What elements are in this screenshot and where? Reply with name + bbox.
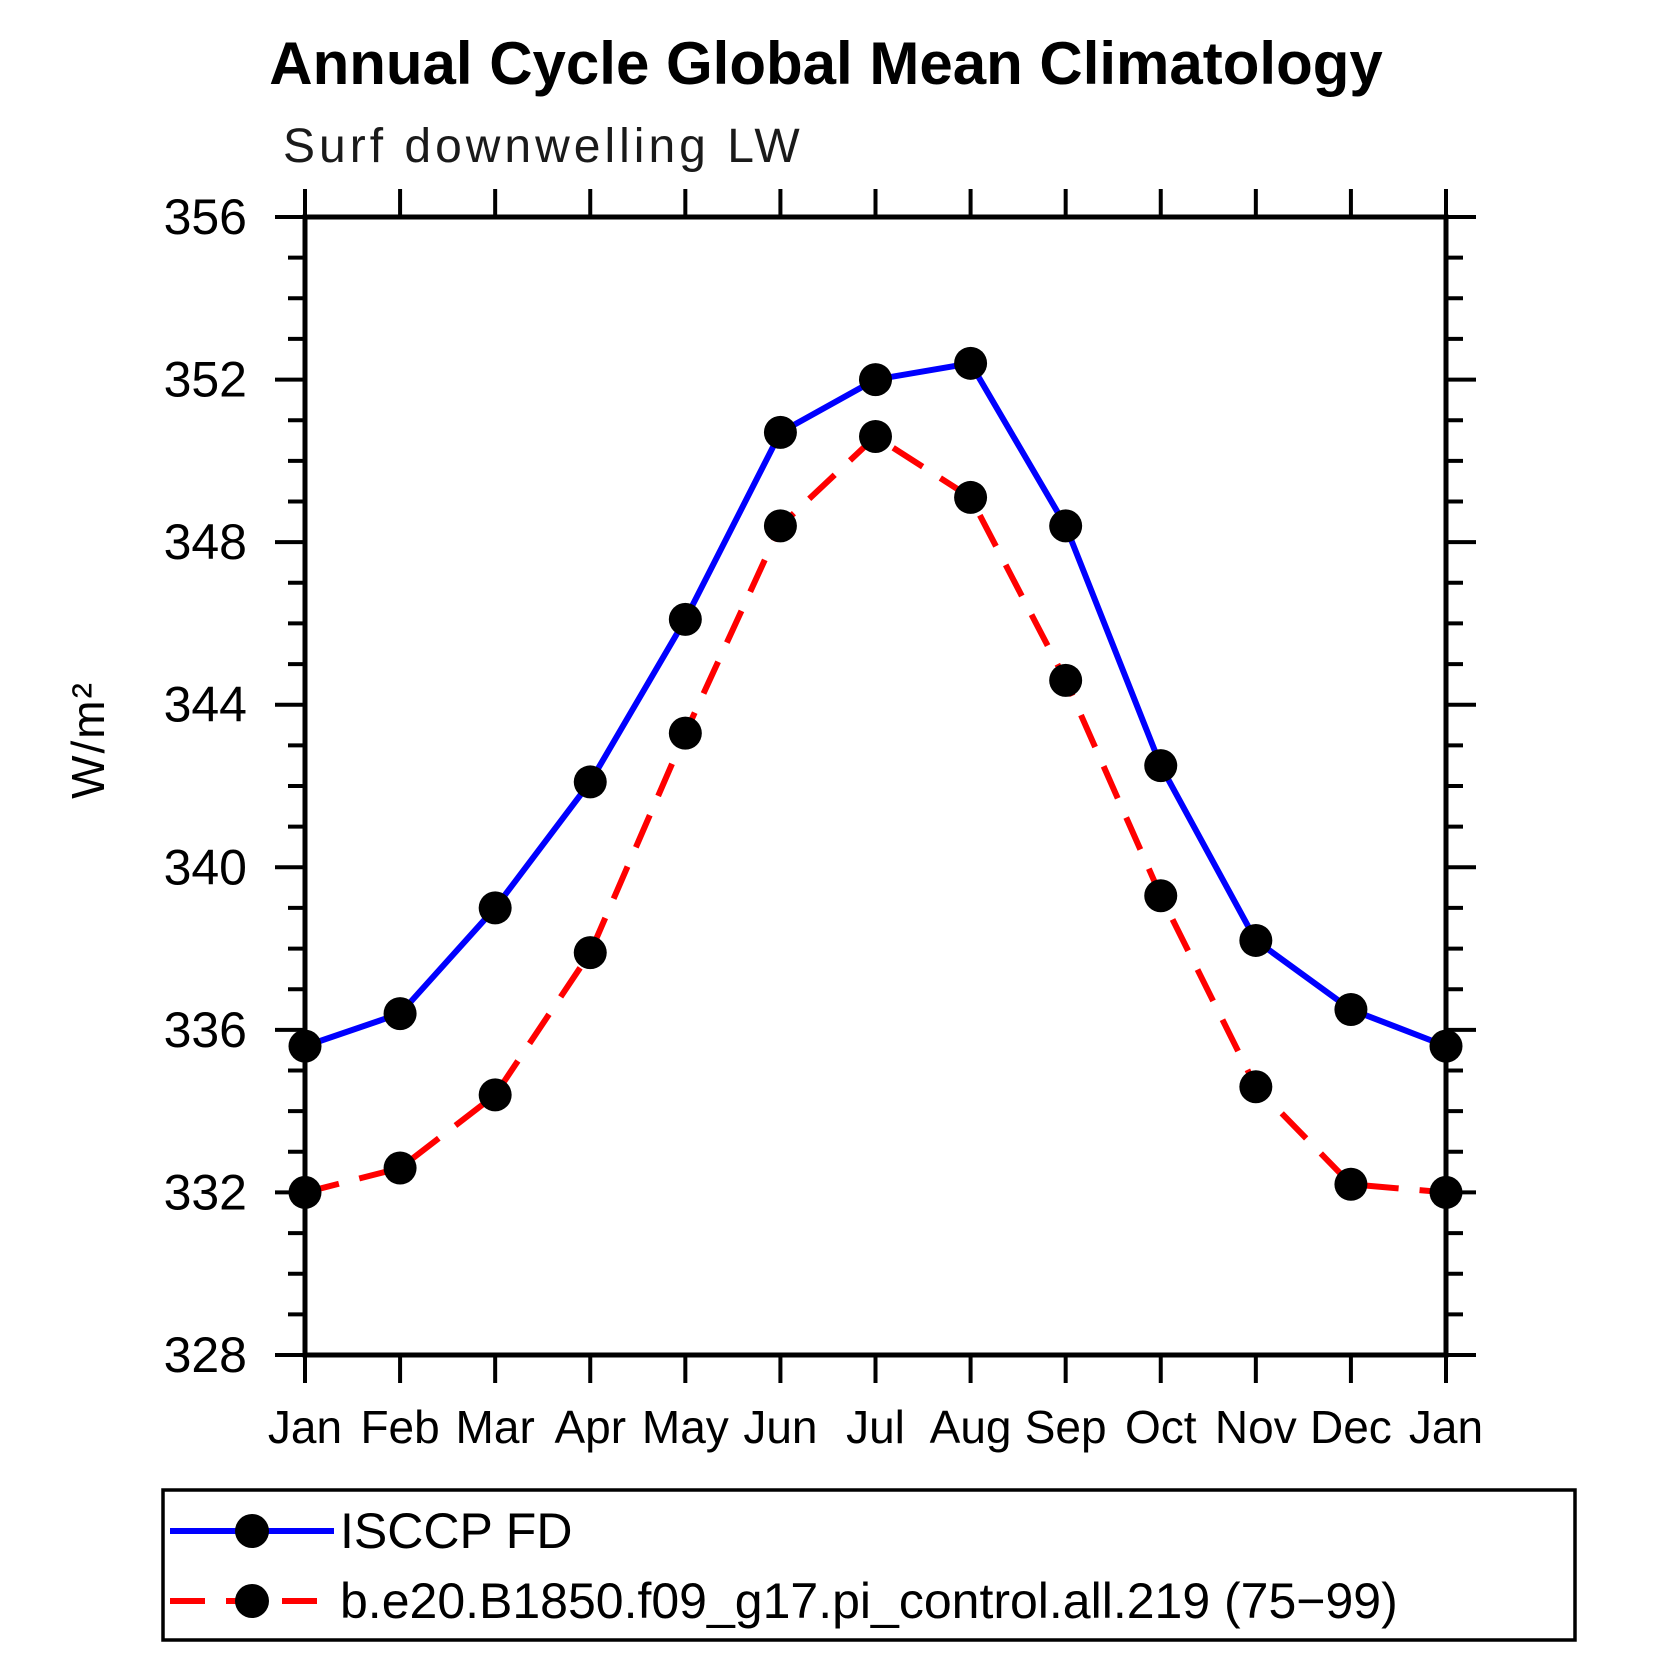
- data-point-1: [478, 1078, 512, 1112]
- data-point-0: [668, 602, 702, 636]
- y-tick-label: 352: [164, 352, 247, 408]
- data-point-0: [1239, 923, 1273, 957]
- legend-label-model: b.e20.B1850.f09_g17.pi_control.all.219 (…: [340, 1573, 1398, 1629]
- data-point-0: [383, 997, 417, 1031]
- series-line-1: [304, 432, 1447, 1196]
- axis-frame: [302, 214, 1449, 1358]
- x-tick-label: May: [642, 1401, 729, 1453]
- data-point-1: [1144, 879, 1178, 913]
- data-point-1: [1334, 1167, 1368, 1201]
- x-tick-label: Jan: [268, 1401, 342, 1453]
- x-tick-label: Jan: [1409, 1401, 1483, 1453]
- x-tick-label: Aug: [930, 1401, 1012, 1453]
- legend-box: [161, 1488, 1577, 1642]
- plot-area: 328 332 336 340 344 348 352 356 Jan Feb Mar Apr May J…: [164, 189, 1483, 1453]
- data-point-0: [573, 765, 607, 799]
- data-point-0: [1049, 509, 1083, 543]
- y-tick-label: 348: [164, 514, 247, 570]
- chart-title: Annual Cycle Global Mean Climatology: [269, 30, 1383, 97]
- legend-label-isccp: ISCCP FD: [340, 1503, 572, 1559]
- legend: ISCCP FD b.e20.B1850.f09_g17.pi_control.…: [161, 1488, 1577, 1642]
- data-point-1: [763, 509, 797, 543]
- y-axis-label: W/m²: [62, 681, 114, 799]
- series-line-0: [304, 360, 1448, 1049]
- x-tick-label: Dec: [1310, 1401, 1392, 1453]
- x-tick-label: Apr: [554, 1401, 626, 1453]
- data-point-1: [383, 1151, 417, 1185]
- x-tick-label: Feb: [360, 1401, 439, 1453]
- data-point-1: [288, 1175, 322, 1209]
- y-tick-label: 332: [164, 1164, 247, 1220]
- x-tick-label: Sep: [1025, 1401, 1107, 1453]
- data-point-0: [1334, 993, 1368, 1027]
- x-tick-label: Mar: [456, 1401, 535, 1453]
- data-point-0: [763, 415, 797, 449]
- data-point-0: [1144, 749, 1178, 783]
- data-point-1: [1429, 1175, 1463, 1209]
- data-point-1: [1049, 663, 1083, 697]
- data-point-0: [1429, 1029, 1463, 1063]
- legend-marker-dot: [235, 1514, 269, 1548]
- x-tick-label: Nov: [1215, 1401, 1297, 1453]
- data-point-1: [573, 936, 607, 970]
- data-point-1: [1239, 1070, 1273, 1104]
- y-tick-label: 336: [164, 1002, 247, 1058]
- data-point-0: [478, 891, 512, 925]
- x-tick-label: Jun: [743, 1401, 817, 1453]
- data-point-1: [954, 480, 988, 514]
- legend-marker-dot: [235, 1584, 269, 1618]
- y-tick-label: 328: [164, 1327, 247, 1383]
- data-point-0: [954, 346, 988, 380]
- y-tick-label: 356: [164, 189, 247, 245]
- chart-subtitle: Surf downwelling LW: [283, 120, 804, 173]
- data-point-1: [668, 716, 702, 750]
- x-tick-label: Jul: [846, 1401, 905, 1453]
- data-point-0: [859, 363, 892, 397]
- y-tick-label: 340: [164, 839, 247, 895]
- data-point-1: [859, 419, 892, 453]
- data-point-0: [288, 1029, 322, 1063]
- x-tick-label: Oct: [1125, 1401, 1197, 1453]
- y-tick-label: 344: [164, 677, 247, 733]
